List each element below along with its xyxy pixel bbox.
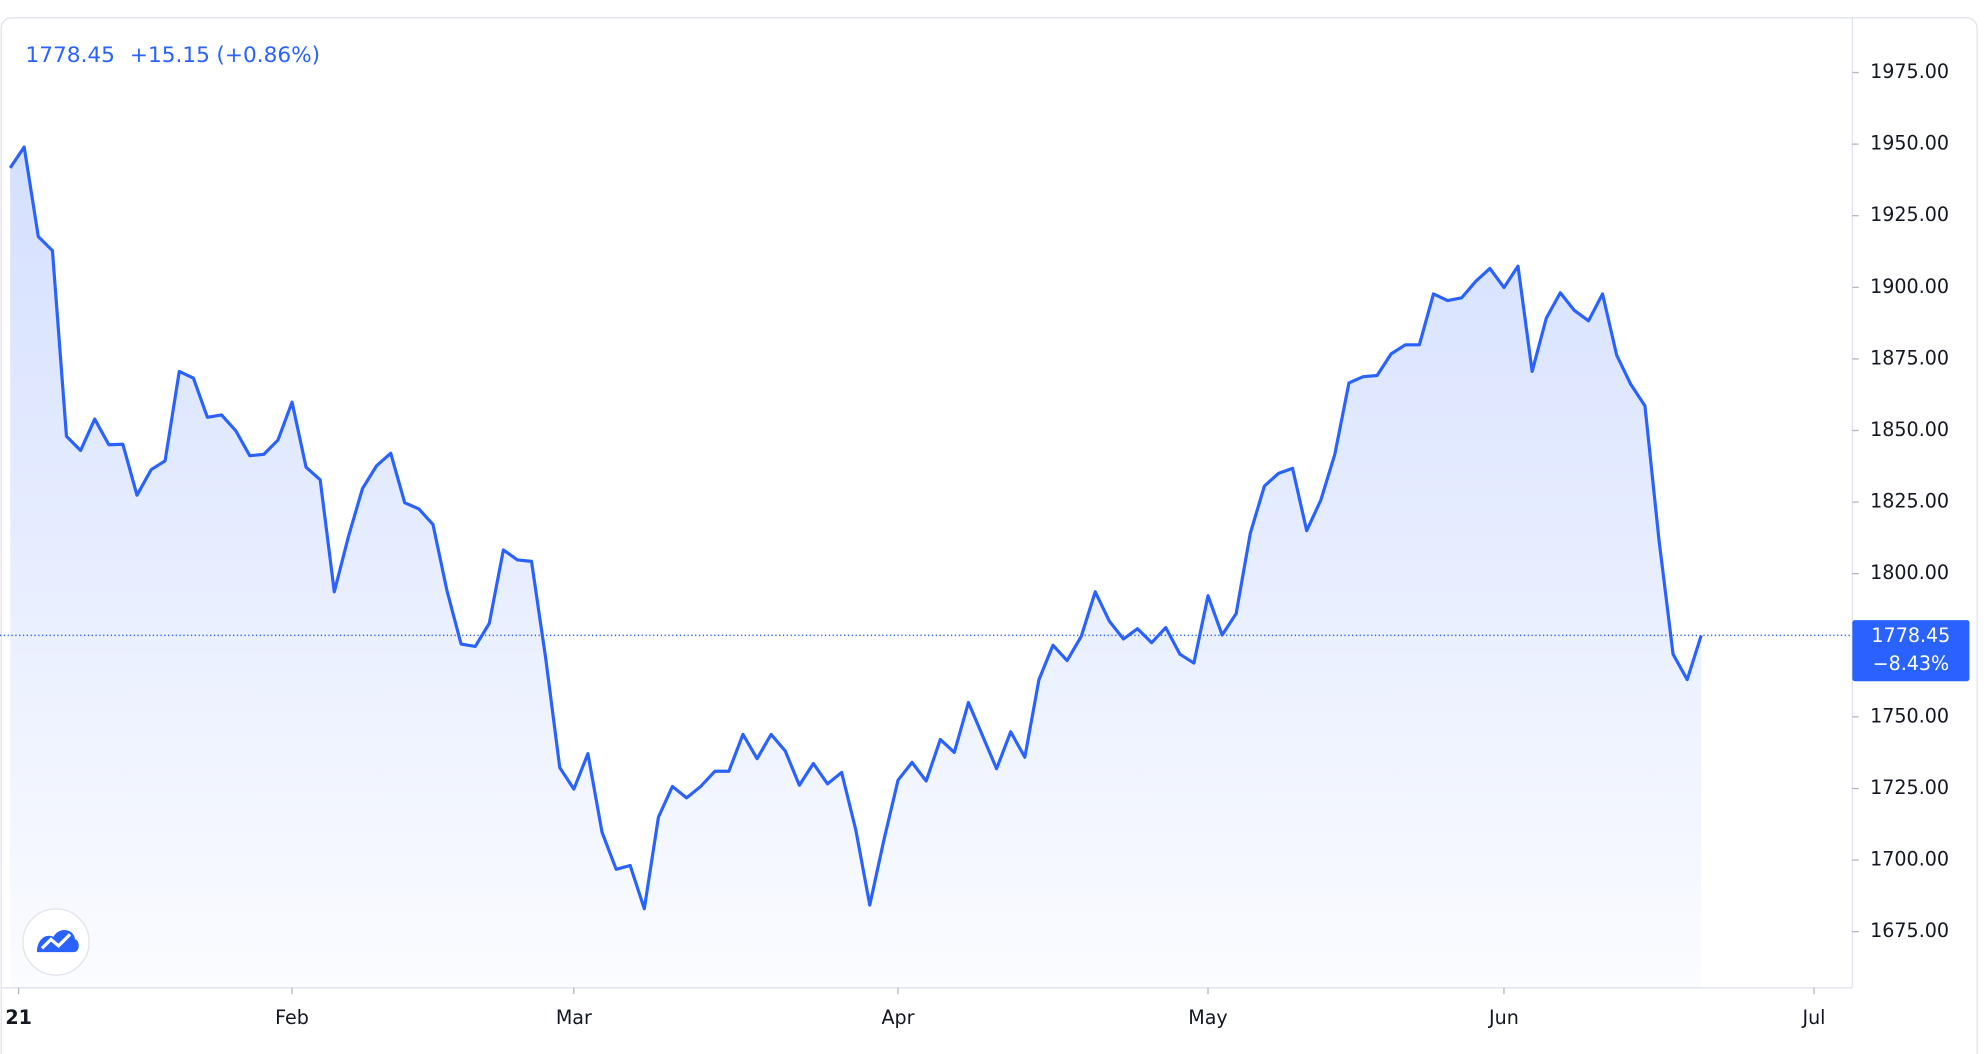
y-tick-label: 1750.00 [1870,704,1949,727]
header-change: +15.15 [130,43,210,68]
y-tick-label: 1925.00 [1870,203,1949,226]
header-price: 1778.45 [25,43,114,68]
x-tick-label: Mar [556,1006,592,1029]
x-tick-label: Feb [275,1006,309,1029]
logo-line[interactable] [40,933,72,950]
y-tick-label: 1875.00 [1870,346,1949,369]
x-tick-label: Apr [881,1006,914,1029]
x-tick-label: 21 [5,1006,32,1029]
badge-price: 1778.45 [1871,624,1950,647]
area [10,147,1702,988]
y-tick-label: 1850.00 [1870,418,1949,441]
y-tick-label: 1825.00 [1870,490,1949,513]
y-tick-label: 1975.00 [1870,60,1949,83]
y-tick-label: 1800.00 [1870,561,1949,584]
x-tick-label: Jul [1801,1006,1825,1029]
x-tick-label: May [1188,1006,1227,1029]
badge-change: −8.43% [1873,652,1950,675]
price-badge [1852,620,1970,682]
logo[interactable] [22,908,90,976]
y-tick-label: 1950.00 [1870,132,1949,155]
y-tick-label: 1725.00 [1870,776,1949,799]
y-tick-label: 1900.00 [1870,275,1949,298]
y-tick-label: 1675.00 [1870,919,1949,942]
x-tick-label: Jun [1488,1006,1519,1029]
header-change-pct: (+0.86%) [216,43,320,68]
frame [0,17,1978,1054]
y-tick-label: 1700.00 [1870,848,1949,871]
price-line [8,145,1703,911]
